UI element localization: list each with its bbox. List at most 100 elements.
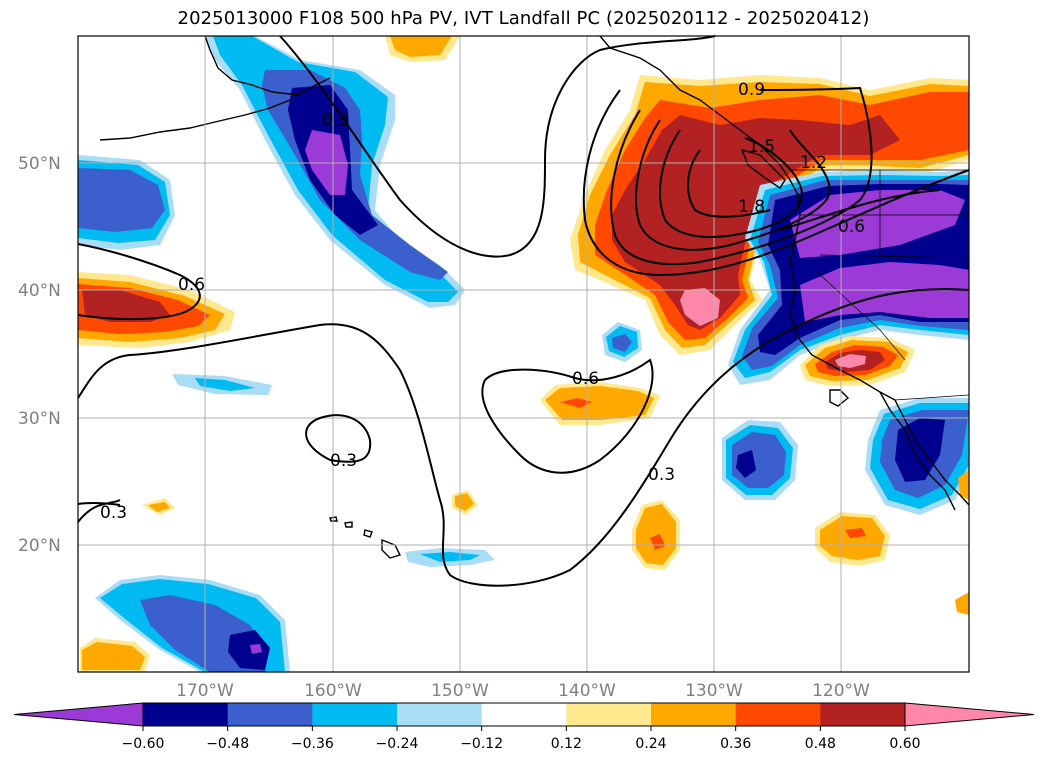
pos-field-landfall-darkred — [612, 115, 900, 330]
pos-field-20n-orange — [636, 504, 676, 565]
colorbar-tick-label: 0.24 — [635, 736, 666, 752]
pos-field-east-small — [955, 592, 969, 615]
contour-0.3-south-east — [77, 288, 970, 587]
pos-field-socal-pink — [835, 354, 866, 368]
lon-label: 150°W — [431, 681, 489, 701]
colorbar-tick-label: −0.48 — [206, 736, 249, 752]
contour-label: 0.3 — [648, 465, 675, 485]
contour-label: 1.5 — [748, 137, 775, 157]
coastlines — [99, 35, 970, 559]
coastline-guadalupe — [829, 389, 850, 407]
contour-0.9 — [610, 86, 873, 266]
coastline-hawaii-big — [381, 538, 401, 559]
contour-0.3-left-edge — [77, 501, 121, 506]
lon-label: 160°W — [304, 681, 362, 701]
pos-field-sw-orange — [82, 642, 145, 670]
coastline-vancouver-island — [740, 148, 786, 189]
contour-label: 0.3 — [322, 110, 349, 130]
map-frame — [77, 35, 970, 673]
contour-1.5 — [659, 129, 803, 238]
pos-field-32n-orange — [545, 386, 654, 420]
lat-label: 30°N — [18, 409, 61, 429]
lon-label: 120°W — [812, 681, 870, 701]
colorbar-extend-min — [13, 702, 144, 727]
coastline-baja — [879, 391, 956, 511]
pv-contours — [77, 35, 970, 587]
pos-field-landfall-pink — [680, 288, 720, 326]
contour-0.3-south — [77, 499, 121, 523]
coastline-aleutians — [99, 99, 291, 141]
contour-label: 0.6 — [838, 217, 865, 237]
chart-title: 2025013000 F108 500 hPa PV, IVT Landfall… — [177, 8, 870, 29]
longitude-labels: 170°W 160°W 150°W 140°W 130°W 120°W — [176, 681, 870, 701]
pos-field-20n-red — [650, 534, 665, 550]
pos-field-east-small-2 — [958, 470, 969, 500]
contour-label: 0.6 — [178, 275, 205, 295]
neg-field-baja-navy — [895, 418, 945, 482]
lon-label: 170°W — [176, 681, 234, 701]
colorbar-bin — [227, 703, 313, 726]
colorbar-bin — [397, 703, 483, 726]
contour-1.2 — [635, 119, 832, 251]
pos-field-west-darkred — [82, 290, 170, 322]
colorbar: −0.60 −0.48 −0.36 −0.24 −0.12 0.12 0.24 0.36 0.4… — [13, 702, 1035, 752]
pos-field-23n-small-orange — [148, 502, 170, 512]
latitude-labels: 50°N 40°N 30°N 20°N — [18, 154, 61, 556]
colorbar-bin — [651, 703, 737, 726]
lon-label: 130°W — [685, 681, 743, 701]
lat-label: 40°N — [18, 281, 61, 301]
contour-label: 0.3 — [330, 451, 357, 471]
coastline-bc — [599, 35, 970, 506]
contour-0.6-west — [77, 243, 201, 321]
neg-field-sw-purple — [250, 644, 262, 654]
shaded-fields — [78, 36, 969, 672]
coastline-hawaii-kauai — [329, 516, 338, 522]
neg-field-mid-navy — [736, 450, 756, 478]
neg-field-small-36n-blue — [612, 334, 632, 352]
contour-0.6-landfall — [582, 89, 970, 277]
colorbar-bin — [481, 703, 567, 726]
contour-0.3-hawaii — [305, 414, 372, 463]
pos-field-21n-orange — [820, 516, 885, 560]
colorbar-bin — [735, 703, 821, 726]
colorbar-tick-label: 0.48 — [805, 736, 836, 752]
colorbar-tick-label: −0.36 — [291, 736, 334, 752]
contour-0.6-mid — [481, 358, 654, 474]
coastline-hawaii-oahu — [344, 521, 353, 528]
colorbar-bin — [820, 703, 906, 726]
contour-label: 0.3 — [100, 503, 127, 523]
lat-label: 20°N — [18, 536, 61, 556]
colorbar-tick-label: −0.12 — [460, 736, 503, 752]
neg-field-west-blue — [78, 168, 165, 232]
neg-field-sw-navy — [228, 630, 270, 670]
colorbar-bin — [312, 703, 398, 726]
colorbar-bin — [566, 703, 652, 726]
coastline-hawaii-maui — [363, 529, 373, 538]
colorbar-tick-label: −0.24 — [376, 736, 419, 752]
contour-labels: 0.9 1.5 1.2 1.8 0.6 0.3 0.6 0.6 0.3 0.3 … — [100, 80, 865, 523]
contour-label: 0.6 — [572, 369, 599, 389]
colorbar-outline — [142, 702, 906, 727]
contour-0.3-main — [279, 35, 716, 258]
contour-label: 0.9 — [738, 80, 765, 100]
border-states-2 — [819, 254, 970, 259]
pos-field-32n-red — [560, 398, 592, 408]
colorbar-tick-label: 0.36 — [720, 736, 751, 752]
colorbar-bin — [143, 703, 229, 726]
contour-label: 1.8 — [738, 197, 765, 217]
lat-label: 50°N — [18, 154, 61, 174]
coastline-alaska — [204, 35, 331, 96]
colorbar-tick-label: 0.60 — [889, 736, 920, 752]
lon-label: 140°W — [558, 681, 616, 701]
contour-1.8 — [687, 149, 771, 218]
neg-field-inland-purple — [790, 190, 965, 258]
gridlines — [78, 36, 969, 672]
colorbar-tick-label: 0.12 — [551, 736, 582, 752]
colorbar-tick-label: −0.60 — [122, 736, 165, 752]
neg-field-small-streak-cyan — [195, 378, 255, 391]
contour-label: 1.2 — [800, 153, 827, 173]
border-us-mexico — [894, 394, 970, 401]
neg-field-hawaii-cyan — [420, 552, 480, 562]
colorbar-extend-max — [904, 702, 1035, 727]
